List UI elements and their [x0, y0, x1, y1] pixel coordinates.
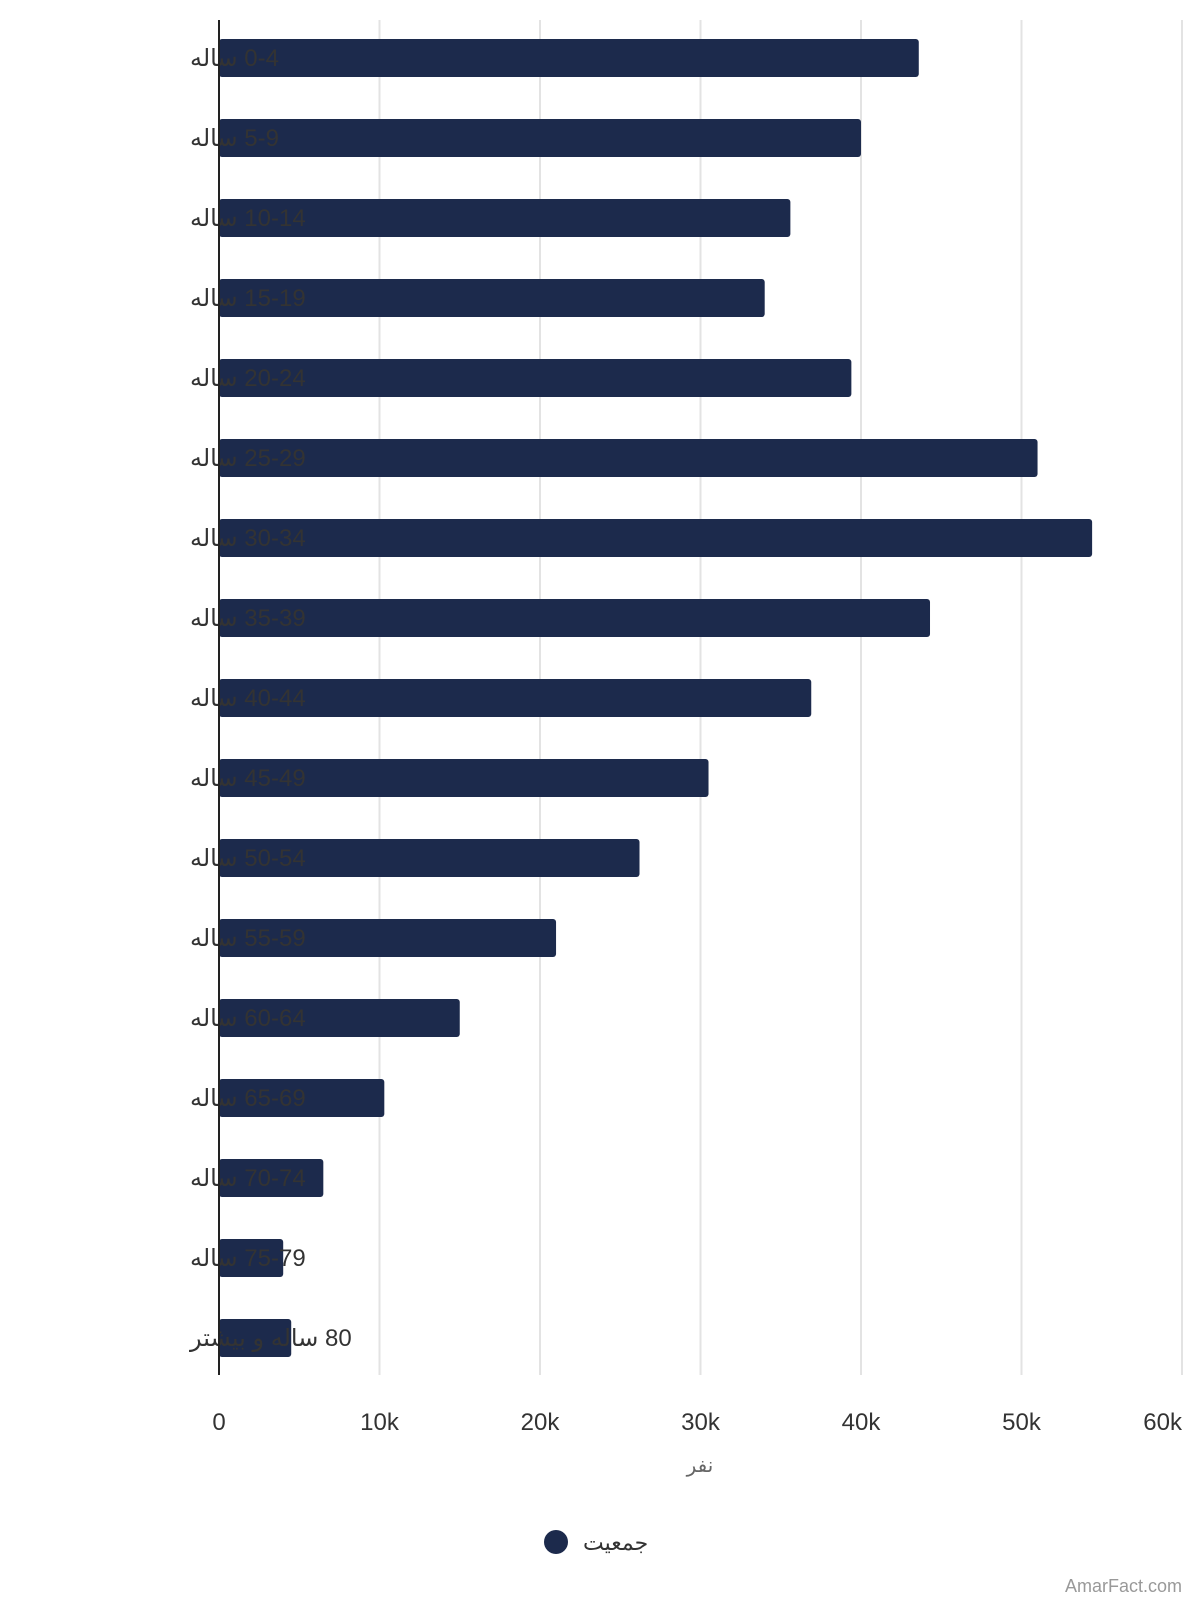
category-label: 30-34 ساله	[190, 525, 306, 552]
category-label: 75-79 ساله	[190, 1245, 306, 1272]
x-tick-label: 60k	[1143, 1409, 1183, 1436]
category-label: 0-4 ساله	[190, 45, 279, 72]
bar[interactable]	[219, 1319, 292, 1357]
category-label: 10-14 ساله	[190, 205, 306, 232]
category-labels: 0-4 ساله 5-9 ساله 10-14 ساله 15-19 ساله 20-2…	[189, 45, 352, 1352]
legend[interactable]: جمعیت	[544, 1530, 648, 1555]
category-label: 50-54 ساله	[190, 845, 306, 872]
bar[interactable]	[219, 279, 765, 317]
legend-label: جمعیت	[583, 1530, 648, 1555]
x-tick-label: 50k	[1002, 1409, 1042, 1436]
category-label: 60-64 ساله	[190, 1005, 306, 1032]
x-tick-label: 40k	[842, 1409, 882, 1436]
x-tick-label: 30k	[681, 1409, 721, 1436]
watermark: AmarFact.com	[1065, 1576, 1182, 1596]
bar[interactable]	[219, 1079, 385, 1117]
bar[interactable]	[219, 359, 852, 397]
bar[interactable]	[219, 679, 812, 717]
bar[interactable]	[219, 1159, 324, 1197]
bar[interactable]	[219, 519, 1093, 557]
category-label: 70-74 ساله	[190, 1165, 306, 1192]
category-label: 15-19 ساله	[190, 285, 306, 312]
category-label: 20-24 ساله	[190, 365, 306, 392]
x-axis-title: نفر	[686, 1455, 714, 1477]
bar[interactable]	[219, 839, 640, 877]
bar[interactable]	[219, 919, 557, 957]
category-label: 65-69 ساله	[190, 1085, 306, 1112]
bar[interactable]	[219, 439, 1038, 477]
category-label: 5-9 ساله	[190, 125, 279, 152]
legend-swatch-icon	[544, 1530, 568, 1554]
x-tick-label: 0	[212, 1409, 225, 1436]
bar[interactable]	[219, 999, 460, 1037]
bar[interactable]	[219, 1239, 284, 1277]
bar[interactable]	[219, 599, 931, 637]
category-label: 40-44 ساله	[190, 685, 306, 712]
bars	[219, 39, 1093, 1357]
category-label: 35-39 ساله	[190, 605, 306, 632]
category-label: 80 ساله و بیشتر	[189, 1325, 352, 1352]
x-tick-labels: 0 10k 20k 30k 40k 50k 60k	[212, 1409, 1183, 1436]
category-label: 25-29 ساله	[190, 445, 306, 472]
bar[interactable]	[219, 39, 919, 77]
x-tick-label: 10k	[360, 1409, 400, 1436]
bar[interactable]	[219, 199, 791, 237]
category-label: 45-49 ساله	[190, 765, 306, 792]
bar[interactable]	[219, 119, 861, 157]
bar[interactable]	[219, 759, 709, 797]
x-tick-label: 20k	[521, 1409, 561, 1436]
category-label: 55-59 ساله	[190, 925, 306, 952]
